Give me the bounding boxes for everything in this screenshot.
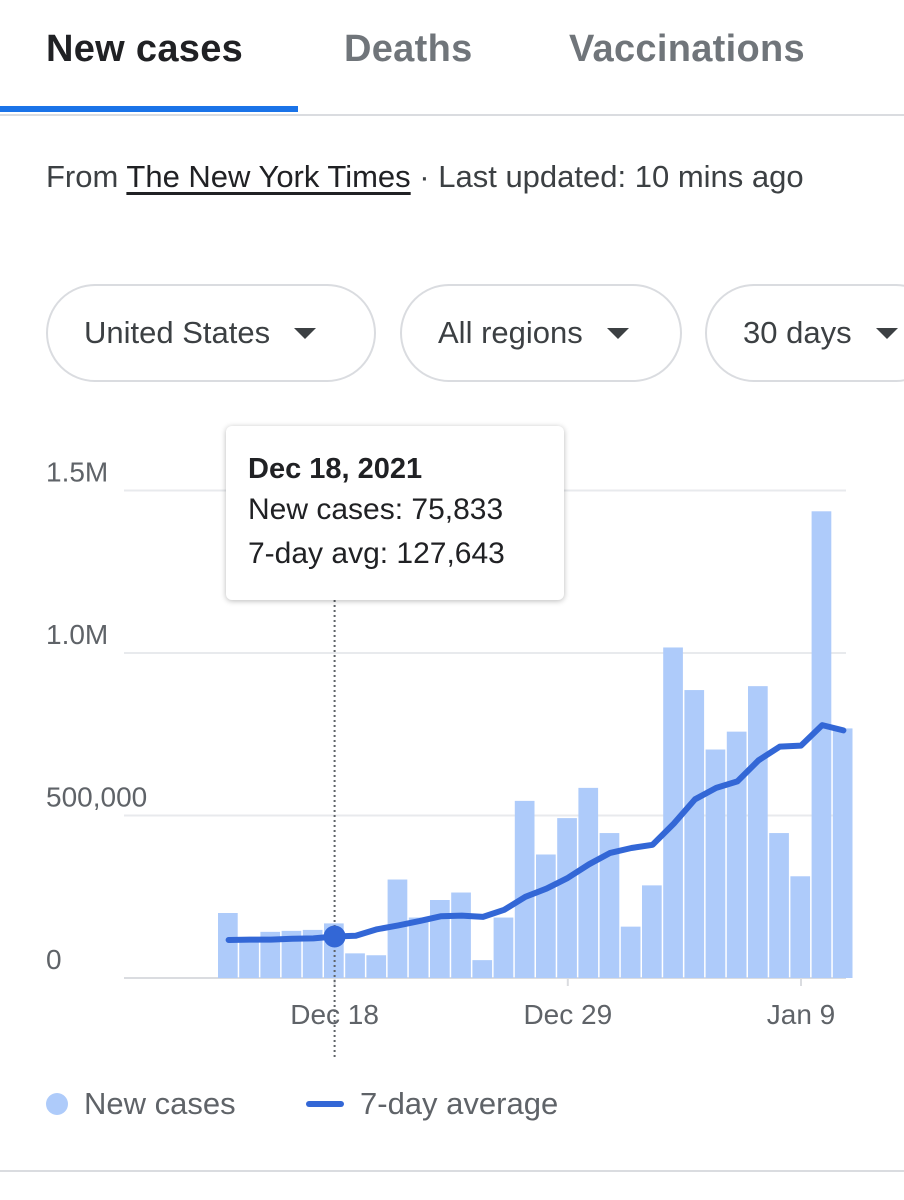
chevron-down-icon bbox=[294, 327, 317, 339]
time-range-dropdown[interactable]: 30 days bbox=[705, 284, 904, 382]
hover-indicator bbox=[323, 600, 346, 1060]
location-dropdown[interactable]: United States bbox=[46, 284, 376, 382]
bar-new-cases[interactable] bbox=[302, 929, 323, 978]
y-tick-label: 1.5M bbox=[46, 457, 108, 488]
bar-new-cases[interactable] bbox=[684, 690, 705, 978]
source-attribution: From The New York Times · Last updated: … bbox=[46, 154, 846, 200]
tab-new-cases[interactable]: New cases bbox=[46, 28, 244, 70]
bar-new-cases[interactable] bbox=[366, 955, 387, 978]
bar-new-cases[interactable] bbox=[557, 818, 577, 978]
source-publisher-link[interactable]: The New York Times bbox=[126, 159, 411, 194]
bar-new-cases[interactable] bbox=[514, 800, 535, 978]
bar-new-cases[interactable] bbox=[472, 960, 493, 978]
chevron-down-icon bbox=[606, 327, 629, 339]
tab-deaths[interactable]: Deaths bbox=[344, 28, 473, 70]
bar-new-cases[interactable] bbox=[239, 937, 259, 978]
region-dropdown-label: All regions bbox=[438, 315, 583, 350]
last-updated-text: · Last updated: 10 mins ago bbox=[410, 159, 804, 194]
hover-point bbox=[323, 925, 346, 948]
legend-7-day-average: 7-day average bbox=[306, 1084, 558, 1124]
bar-new-cases[interactable] bbox=[281, 930, 302, 978]
location-dropdown-label: United States bbox=[84, 315, 271, 350]
y-tick-label: 500,000 bbox=[46, 782, 147, 813]
tooltip-7-day-avg: 7-day avg: 127,643 bbox=[248, 537, 505, 570]
legend-bar-swatch bbox=[46, 1093, 68, 1115]
bar-new-cases[interactable] bbox=[832, 728, 853, 978]
bar-new-cases[interactable] bbox=[493, 917, 514, 978]
bar-new-cases[interactable] bbox=[387, 879, 408, 978]
time-range-dropdown-label: 30 days bbox=[743, 315, 852, 350]
x-tick-label: Dec 29 bbox=[523, 999, 612, 1030]
bar-new-cases[interactable] bbox=[345, 953, 365, 978]
bar-new-cases[interactable] bbox=[642, 885, 662, 978]
new-cases-chart[interactable]: 0 500,000 1.0M 1.5M Dec 18 Dec 29 Jan 9 bbox=[0, 400, 904, 1070]
y-tick-label: 1.0M bbox=[46, 619, 108, 650]
bar-new-cases[interactable] bbox=[620, 926, 641, 978]
bar-new-cases[interactable] bbox=[748, 686, 768, 978]
bar-new-cases[interactable] bbox=[578, 787, 599, 978]
bar-new-cases[interactable] bbox=[536, 854, 556, 979]
legend-line-swatch bbox=[306, 1101, 344, 1107]
region-dropdown[interactable]: All regions bbox=[400, 284, 682, 382]
tooltip-date: Dec 18, 2021 bbox=[248, 453, 423, 485]
tab-vaccinations[interactable]: Vaccinations bbox=[569, 28, 805, 70]
bar-new-cases[interactable] bbox=[726, 731, 747, 978]
bar-new-cases[interactable] bbox=[790, 876, 811, 978]
axis-labels: 0 500,000 1.0M 1.5M Dec 18 Dec 29 Jan 9 bbox=[46, 457, 835, 1031]
bar-new-cases[interactable] bbox=[599, 833, 620, 978]
chart-tooltip: Dec 18, 2021 New cases: 75,833 7-day avg… bbox=[226, 426, 564, 600]
tooltip-new-cases: New cases: 75,833 bbox=[248, 493, 504, 526]
chevron-down-icon bbox=[875, 327, 898, 339]
y-tick-label: 0 bbox=[46, 944, 62, 975]
x-tick-label: Dec 18 bbox=[290, 999, 379, 1030]
x-tick-label: Jan 9 bbox=[767, 999, 836, 1030]
tab-bar: New cases Deaths Vaccinations bbox=[0, 0, 904, 116]
bar-new-cases[interactable] bbox=[663, 647, 683, 978]
bar-new-cases[interactable] bbox=[430, 900, 450, 978]
source-prefix: From bbox=[46, 159, 127, 194]
legend-7-day-average-label: 7-day average bbox=[360, 1086, 559, 1121]
legend-new-cases: New cases bbox=[46, 1084, 236, 1124]
legend-new-cases-label: New cases bbox=[84, 1086, 236, 1121]
bar-new-cases[interactable] bbox=[218, 913, 238, 978]
divider bbox=[0, 1170, 904, 1172]
active-tab-indicator bbox=[0, 106, 298, 112]
bar-new-cases[interactable] bbox=[811, 511, 832, 978]
bar-new-cases[interactable] bbox=[705, 749, 726, 978]
bar-new-cases[interactable] bbox=[260, 931, 281, 978]
bar-new-cases[interactable] bbox=[408, 917, 429, 978]
bar-new-cases[interactable] bbox=[451, 892, 471, 978]
bar-new-cases[interactable] bbox=[769, 833, 789, 978]
